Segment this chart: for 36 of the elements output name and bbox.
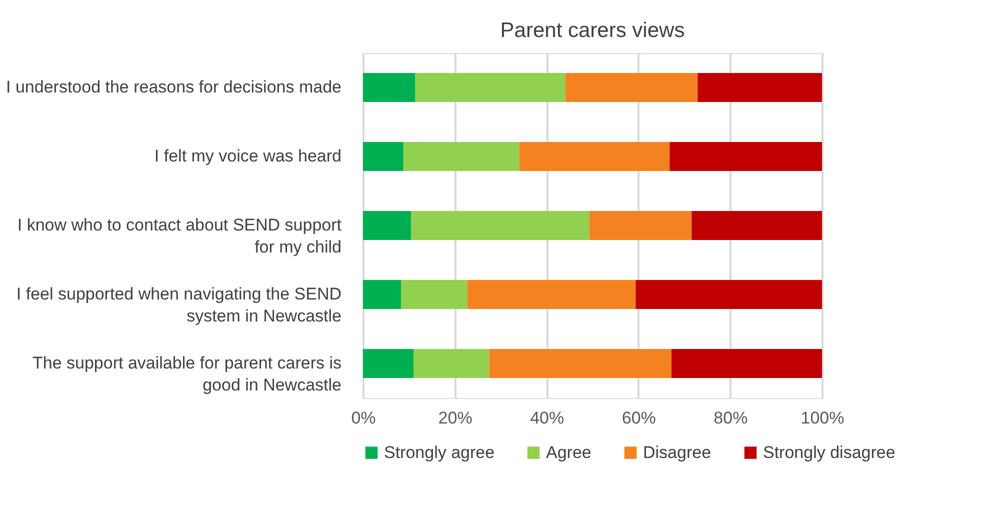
bar [363, 73, 416, 102]
bar [363, 349, 414, 378]
legend-label: Agree [546, 442, 592, 462]
bar [415, 73, 566, 102]
bar [589, 211, 692, 240]
x-tick-label: 40% [530, 408, 564, 428]
bar [520, 142, 670, 171]
y-tick-label: I felt my voice was heard [154, 146, 342, 166]
legend-label: Strongly disagree [763, 442, 896, 462]
x-tick-label: 100% [800, 408, 844, 428]
bar [670, 142, 822, 171]
y-tick-label: I understood the reasons for decisions made [6, 78, 342, 96]
x-tick-label: 80% [714, 408, 748, 428]
y-tick-label: I feel supported when navigating the SEND system in Newcastle [16, 284, 342, 326]
bar [363, 211, 412, 240]
bar [671, 349, 822, 378]
bar [565, 73, 698, 102]
bar [467, 280, 636, 309]
bar [411, 211, 590, 240]
bar [692, 211, 822, 240]
bar [698, 73, 822, 102]
bar [636, 280, 822, 309]
bar [489, 349, 672, 378]
bar [363, 142, 404, 171]
legend-label: Disagree [643, 442, 712, 462]
x-tick-label: 0% [351, 408, 376, 428]
bar [401, 280, 468, 309]
y-tick-label: I know who to contact about SEND support for my child [17, 216, 342, 256]
chart-title: Parent carers views [500, 19, 685, 42]
y-tick-label: The support available for parent carers is good in Newcastle [32, 354, 342, 394]
x-tick-label: 20% [438, 408, 472, 428]
legend-label: Strongly agree [384, 442, 495, 462]
bar [403, 142, 520, 171]
bar [413, 349, 490, 378]
bar [363, 280, 402, 309]
x-tick-label: 60% [622, 408, 656, 428]
